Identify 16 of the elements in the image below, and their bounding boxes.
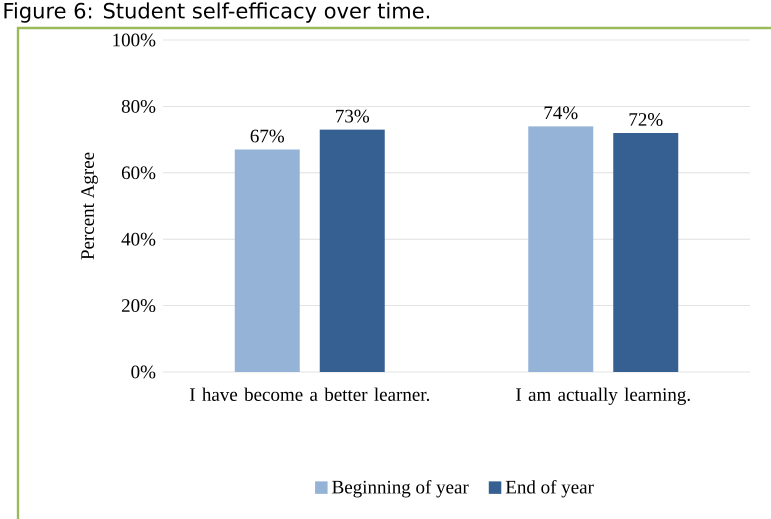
y-tick-label: 0% xyxy=(131,366,156,378)
chart-title: Figure 6: Student self-efficacy over time. xyxy=(4,2,430,23)
y-tick-label: 80% xyxy=(122,100,156,113)
legend-label: End of year xyxy=(506,480,594,498)
y-tick-label: 40% xyxy=(121,232,156,246)
y-tick-label: 60% xyxy=(122,166,156,180)
data-label: 74% xyxy=(544,106,578,120)
y-tick-label: 100% xyxy=(113,34,156,46)
data-label: 73% xyxy=(336,110,370,123)
x-tick-label: I have become a better learner. xyxy=(190,388,430,402)
y-axis-title: Percent Agree xyxy=(81,152,98,260)
data-label: 67% xyxy=(250,130,284,142)
y-tick-label: 20% xyxy=(122,299,156,312)
data-label: 72% xyxy=(630,113,663,126)
x-tick-label: I am actually learning. xyxy=(516,388,690,405)
legend-label: Beginning of year xyxy=(332,480,469,498)
